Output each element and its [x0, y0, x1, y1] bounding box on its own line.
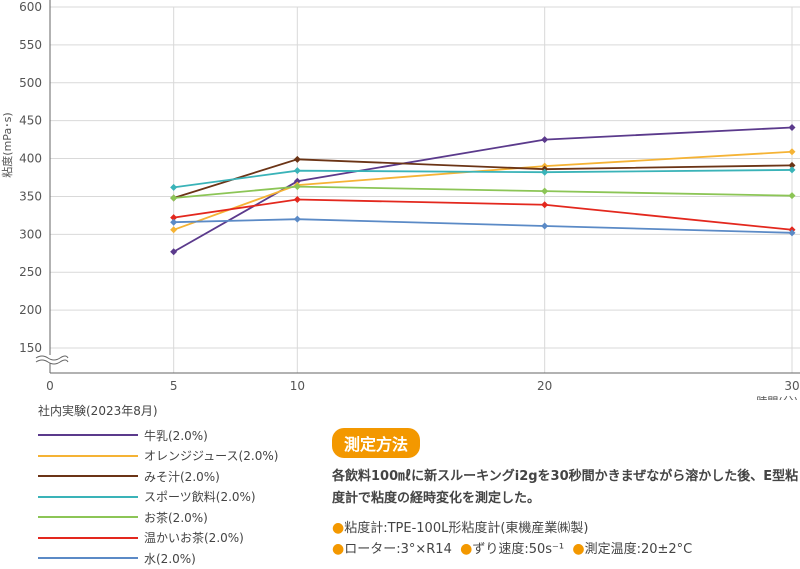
- legend: 社内実験(2023年8月) 牛乳(2.0%) オレンジジュース(2.0%) みそ汁(…: [38, 402, 318, 569]
- bullet-dot-icon: ●: [332, 520, 345, 536]
- bullet-dot-icon: ●: [460, 541, 473, 557]
- series-line: [173, 185, 793, 199]
- legend-label: 温かいお茶(2.0%): [144, 531, 244, 546]
- method-panel: 測定方法 各飲料100㎖に新スルーキングi2gを30秒間かきまぜながら溶かした後…: [332, 428, 800, 560]
- y-tick-label: 600: [19, 0, 42, 14]
- data-point: [788, 161, 796, 169]
- legend-item: みそ汁(2.0%): [38, 466, 318, 487]
- legend-label: オレンジジュース(2.0%): [144, 449, 279, 464]
- axes: [35, 0, 800, 374]
- y-tick-label: 550: [19, 38, 42, 52]
- data-point: [170, 226, 178, 234]
- x-tick-label: 10: [290, 379, 305, 393]
- data-point: [788, 148, 796, 156]
- method-line-2: ●ローター:3°×R14 ●ずり速度:50s⁻¹ ●測定温度:20±2°C: [332, 539, 800, 560]
- series-line: [173, 150, 793, 231]
- legend-item: スポーツ飲料(2.0%): [38, 487, 318, 508]
- data-point: [788, 123, 796, 131]
- legend-label: みそ汁(2.0%): [144, 469, 220, 484]
- y-tick-label: 350: [19, 189, 42, 203]
- bullet-dot-icon: ●: [572, 541, 585, 557]
- axis-break-mark: [35, 359, 69, 365]
- legend-item: オレンジジュース(2.0%): [38, 446, 318, 467]
- bullet-dot-icon: ●: [332, 541, 345, 557]
- series-line: [173, 198, 793, 231]
- legend-label: お茶(2.0%): [144, 510, 208, 525]
- legend-swatch: [38, 495, 138, 498]
- data-point: [788, 166, 796, 174]
- data-point: [541, 136, 549, 144]
- data-point: [170, 194, 178, 202]
- data-point: [788, 229, 796, 237]
- x-tick-label: 0: [46, 379, 54, 393]
- legend-label: 水(2.0%): [144, 551, 196, 566]
- temperature-text: 測定温度:20±2°C: [584, 542, 693, 557]
- axis-break-mark: [35, 355, 69, 361]
- data-point: [293, 155, 301, 163]
- legend-item: 温かいお茶(2.0%): [38, 528, 318, 549]
- method-description: 各飲料100㎖に新スルーキングi2gを30秒間かきまぜながら溶かした後、E型粘度…: [332, 469, 799, 506]
- series-line: [173, 158, 793, 199]
- y-tick-label: 200: [19, 303, 42, 317]
- legend-swatch: [38, 536, 138, 539]
- x-tick-label: 20: [537, 379, 552, 393]
- series-line: [173, 169, 793, 189]
- legend-item: お茶(2.0%): [38, 507, 318, 528]
- data-point: [293, 167, 301, 175]
- method-line-1: ●粘度計:TPE-100L形粘度計(東機産業㈱製): [332, 518, 800, 539]
- legend-swatch: [38, 475, 138, 478]
- data-point: [293, 195, 301, 203]
- legend-label: 牛乳(2.0%): [144, 428, 208, 443]
- method-badge: 測定方法: [332, 428, 421, 458]
- shear-rate-text: ずり速度:50s⁻¹: [472, 542, 565, 557]
- legend-items: 牛乳(2.0%) オレンジジュース(2.0%) みそ汁(2.0%) スポーツ飲料(2.…: [38, 425, 318, 569]
- legend-swatch: [38, 454, 138, 457]
- x-axis-label: 時間(分): [756, 395, 798, 400]
- data-point: [541, 222, 549, 230]
- y-tick-label: 500: [19, 76, 42, 90]
- data-point: [293, 215, 301, 223]
- data-point: [170, 214, 178, 222]
- y-axis-label: 粘度(mPa･s): [0, 112, 14, 177]
- rotor-text: ローター:3°×R14: [344, 542, 452, 557]
- y-tick-label: 150: [19, 341, 42, 355]
- x-tick-label: 30: [784, 379, 799, 393]
- y-tick-label: 400: [19, 152, 42, 166]
- data-point: [293, 177, 301, 185]
- data-point: [170, 248, 178, 256]
- data-point: [541, 187, 549, 195]
- data-point: [788, 192, 796, 200]
- legend-swatch: [38, 557, 138, 560]
- grid: [50, 6, 800, 373]
- legend-item: 水(2.0%): [38, 548, 318, 569]
- legend-swatch: [38, 434, 138, 437]
- series-line: [173, 218, 793, 234]
- legend-swatch: [38, 516, 138, 519]
- series-lines: [170, 123, 796, 256]
- y-tick-label: 250: [19, 265, 42, 279]
- y-tick-labels: 150 200 250 300 350 400 450 500 550 600: [19, 0, 42, 355]
- y-tick-label: 450: [19, 114, 42, 128]
- legend-title: 社内実験(2023年8月): [38, 404, 158, 418]
- y-tick-label: 300: [19, 227, 42, 241]
- data-point: [541, 201, 549, 209]
- data-point: [170, 183, 178, 191]
- data-point: [541, 168, 549, 176]
- legend-label: スポーツ飲料(2.0%): [144, 490, 256, 505]
- series-line: [173, 126, 793, 253]
- legend-item: 牛乳(2.0%): [38, 425, 318, 446]
- data-point: [293, 183, 301, 191]
- x-tick-label: 5: [170, 379, 178, 393]
- x-tick-labels: 0 5 10 20 30: [46, 379, 799, 393]
- data-point: [170, 218, 178, 226]
- viscometer-text: 粘度計:TPE-100L形粘度計(東機産業㈱製): [344, 521, 589, 536]
